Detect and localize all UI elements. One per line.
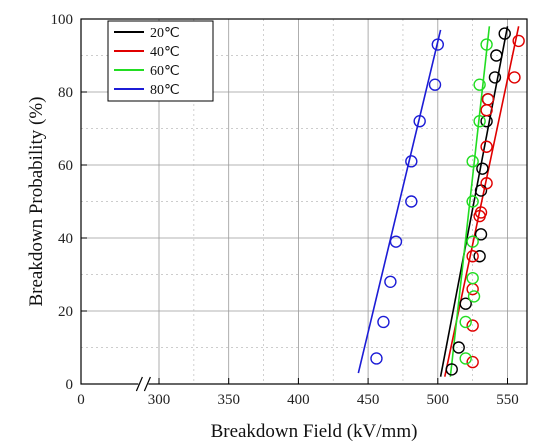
data-point	[467, 290, 481, 303]
axis-ticks: 0 300 350 400 450 500 550 0 20 40 60 80 100	[51, 12, 519, 408]
data-point	[473, 78, 486, 91]
data-point	[480, 38, 493, 51]
axis-break-slash	[143, 376, 151, 392]
data-point	[466, 250, 479, 263]
y-tick-label: 0	[66, 377, 74, 393]
data-point	[490, 49, 503, 62]
x-tick-label: 500	[427, 392, 450, 408]
data-point	[466, 195, 479, 208]
data-point	[413, 114, 426, 128]
data-point	[512, 34, 525, 48]
x-tick-label: 550	[496, 392, 519, 408]
fit-line	[449, 26, 491, 377]
data-point	[474, 228, 488, 241]
data-point	[480, 140, 493, 153]
data-point	[384, 275, 397, 288]
y-tick-label: 60	[58, 158, 73, 174]
data-point	[405, 155, 418, 168]
axis-break-slash	[135, 376, 143, 392]
fit-lines	[357, 26, 520, 377]
data-point	[370, 352, 383, 365]
data-points	[370, 27, 525, 376]
x-tick-label: 0	[77, 392, 85, 408]
data-point	[474, 184, 488, 197]
legend: 20℃ 40℃ 60℃ 80℃	[107, 20, 214, 102]
data-point	[498, 27, 511, 40]
y-tick-label: 80	[58, 85, 73, 101]
y-tick-label: 20	[58, 304, 73, 320]
data-point	[488, 71, 502, 84]
data-point	[445, 363, 458, 376]
legend-label: 40℃	[150, 45, 180, 60]
data-point	[459, 352, 472, 365]
data-point	[473, 250, 486, 263]
legend-label: 80℃	[150, 83, 180, 98]
data-point	[481, 93, 495, 106]
x-tick-label: 400	[287, 392, 310, 408]
y-tick-label: 40	[58, 231, 73, 247]
x-axis-label: Breakdown Field (kV/mm)	[211, 421, 418, 442]
data-point	[466, 155, 479, 168]
data-point	[474, 206, 488, 219]
data-point	[473, 114, 486, 128]
data-point	[431, 38, 444, 51]
data-point	[480, 177, 493, 190]
data-point	[389, 235, 403, 248]
fit-line	[357, 29, 442, 374]
data-point	[405, 195, 418, 208]
legend-box	[107, 20, 214, 102]
data-point	[459, 315, 472, 329]
axis-break-gap	[138, 377, 149, 391]
data-point	[480, 104, 493, 117]
data-point	[466, 319, 479, 332]
y-tick-label: 100	[51, 12, 74, 28]
fit-line	[439, 26, 509, 377]
data-point	[459, 297, 472, 310]
x-tick-label: 450	[357, 392, 380, 408]
data-point	[452, 341, 465, 354]
x-tick-label: 350	[217, 392, 240, 408]
legend-label: 60℃	[150, 64, 180, 79]
data-point	[466, 355, 479, 369]
data-point	[466, 271, 479, 285]
data-point	[377, 315, 390, 329]
y-axis-label: Breakdown Probability (%)	[26, 96, 47, 306]
x-axis-break	[135, 376, 151, 392]
data-point	[466, 235, 479, 248]
data-point	[476, 162, 489, 175]
data-point	[508, 71, 521, 84]
legend-label: 20℃	[150, 26, 180, 41]
plot-frame	[80, 18, 528, 385]
x-tick-label: 300	[148, 392, 171, 408]
data-point	[428, 78, 442, 91]
